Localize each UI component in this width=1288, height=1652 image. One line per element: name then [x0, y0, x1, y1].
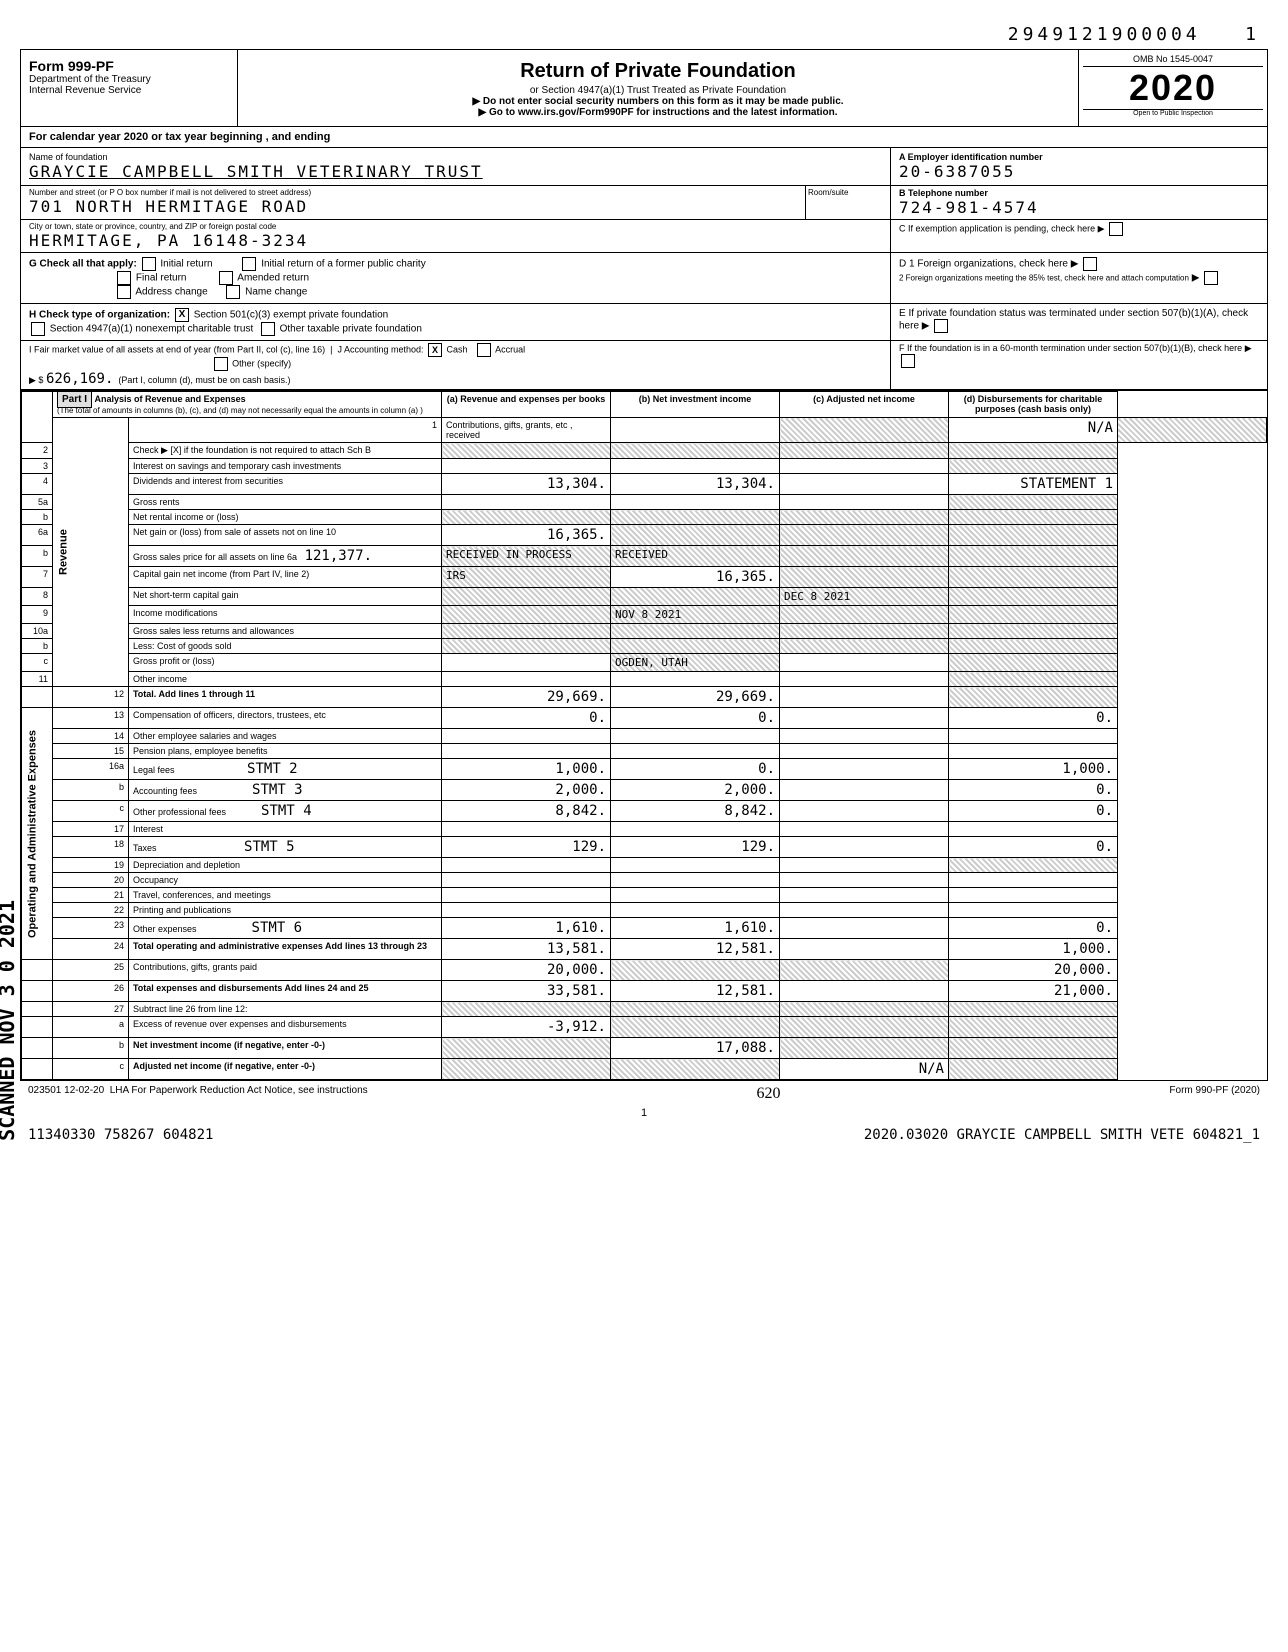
- name-label: Name of foundation: [29, 152, 882, 162]
- foundation-name: GRAYCIE CAMPBELL SMITH VETERINARY TRUST: [29, 162, 882, 181]
- line-7: 7Capital gain net income (from Part IV, …: [22, 567, 1267, 588]
- footer-right-code: 2020.03020 GRAYCIE CAMPBELL SMITH VETE 6…: [864, 1127, 1260, 1143]
- line-21: 21Travel, conferences, and meetings: [22, 888, 1267, 903]
- h-501c3[interactable]: X: [175, 308, 189, 322]
- line-8: 8Net short-term capital gainDEC 8 2021: [22, 588, 1267, 606]
- page-number: 1: [20, 1107, 1268, 1119]
- room-suite: Room/suite: [805, 186, 890, 219]
- part1-table: Part I Analysis of Revenue and Expenses …: [21, 391, 1267, 1080]
- line-20: 20Occupancy: [22, 873, 1267, 888]
- g-final-return[interactable]: [117, 271, 131, 285]
- city-state-zip: HERMITAGE, PA 16148-3234: [29, 231, 882, 250]
- e-checkbox[interactable]: [934, 319, 948, 333]
- c-checkbox[interactable]: [1109, 222, 1123, 236]
- line-10c: cGross profit or (loss)OGDEN, UTAH: [22, 654, 1267, 672]
- c-label: C If exemption application is pending, c…: [899, 223, 1095, 233]
- h-other[interactable]: [261, 322, 275, 336]
- g-initial-former[interactable]: [242, 257, 256, 271]
- street-address: 701 NORTH HERMITAGE ROAD: [29, 197, 797, 216]
- f-label: F If the foundation is in a 60-month ter…: [899, 343, 1242, 353]
- form-990pf: Form 999-PF Department of the Treasury I…: [20, 49, 1268, 1081]
- line-10a: 10aGross sales less returns and allowanc…: [22, 624, 1267, 639]
- footer-left-code: 11340330 758267 604821: [28, 1127, 213, 1143]
- line-12: 12Total. Add lines 1 through 1129,669.29…: [22, 687, 1267, 708]
- g-name-change[interactable]: [226, 285, 240, 299]
- g-amended[interactable]: [219, 271, 233, 285]
- line-5a: 5aGross rents: [22, 495, 1267, 510]
- line-19: 19Depreciation and depletion: [22, 858, 1267, 873]
- line-18: 18Taxes STMT 5129.129.0.: [22, 837, 1267, 858]
- form-title: Return of Private Foundation: [246, 60, 1070, 83]
- line-27: 27Subtract line 26 from line 12:: [22, 1002, 1267, 1017]
- line-14: 14Other employee salaries and wages: [22, 729, 1267, 744]
- j-other[interactable]: [214, 357, 228, 371]
- j-cash[interactable]: X: [428, 343, 442, 357]
- line-23: 23Other expenses STMT 61,610.1,610.0.: [22, 918, 1267, 939]
- line-3: 3Interest on savings and temporary cash …: [22, 459, 1267, 474]
- line-16c: cOther professional fees STMT 48,842.8,8…: [22, 801, 1267, 822]
- ein-label: A Employer identification number: [899, 152, 1259, 162]
- line-27a: aExcess of revenue over expenses and dis…: [22, 1017, 1267, 1038]
- line-9: 9Income modificationsNOV 8 2021: [22, 606, 1267, 624]
- line-24: 24Total operating and administrative exp…: [22, 939, 1267, 960]
- line-25: 25Contributions, gifts, grants paid20,00…: [22, 960, 1267, 981]
- line-5b: bNet rental income or (loss): [22, 510, 1267, 525]
- j-accrual[interactable]: [477, 343, 491, 357]
- line-16a: 16aLegal fees STMT 21,000.0.1,000.: [22, 759, 1267, 780]
- line-11: 11Other income: [22, 672, 1267, 687]
- header-form-box: Form 999-PF Department of the Treasury I…: [21, 50, 238, 126]
- line-13: Operating and Administrative Expenses13C…: [22, 708, 1267, 729]
- form-ref: Form 990-PF (2020): [1169, 1085, 1260, 1103]
- col-a-header: (a) Revenue and expenses per books: [442, 392, 611, 418]
- f-checkbox[interactable]: [901, 354, 915, 368]
- line-22: 22Printing and publications: [22, 903, 1267, 918]
- ein-value: 20-6387055: [899, 162, 1259, 181]
- header-title-box: Return of Private Foundation or Section …: [238, 50, 1078, 126]
- fmv-value: 626,169.: [46, 371, 113, 387]
- line-27b: bNet investment income (if negative, ent…: [22, 1038, 1267, 1059]
- line-2: 2Check ▶ [X] if the foundation is not re…: [22, 443, 1267, 459]
- col-c-header: (c) Adjusted net income: [780, 392, 949, 418]
- page-seq: 1: [1245, 24, 1260, 45]
- handwritten-note: 620: [757, 1085, 781, 1103]
- d2-checkbox[interactable]: [1204, 271, 1218, 285]
- line-10b: bLess: Cost of goods sold: [22, 639, 1267, 654]
- d1-checkbox[interactable]: [1083, 257, 1097, 271]
- col-d-header: (d) Disbursements for charitable purpose…: [949, 392, 1118, 418]
- line-1: Revenue1Contributions, gifts, grants, et…: [22, 418, 1267, 443]
- dln-number: 2949121900004: [1008, 24, 1201, 45]
- footer-row2: 11340330 758267 604821 2020.03020 GRAYCI…: [20, 1119, 1268, 1151]
- h-4947[interactable]: [31, 322, 45, 336]
- line-6a: 6aNet gain or (loss) from sale of assets…: [22, 525, 1267, 546]
- line-16b: bAccounting fees STMT 32,000.2,000.0.: [22, 780, 1267, 801]
- line-15: 15Pension plans, employee benefits: [22, 744, 1267, 759]
- header-year-box: OMB No 1545-0047 2020 Open to Public Ins…: [1078, 50, 1267, 126]
- line-6b: bGross sales price for all assets on lin…: [22, 546, 1267, 567]
- phone-value: 724-981-4574: [899, 198, 1259, 217]
- e-label: E If private foundation status was termi…: [899, 308, 1248, 332]
- g-address-change[interactable]: [117, 285, 131, 299]
- g-initial-return[interactable]: [142, 257, 156, 271]
- col-b-header: (b) Net investment income: [611, 392, 780, 418]
- calendar-year-row: For calendar year 2020 or tax year begin…: [21, 127, 1267, 148]
- line-27c: cAdjusted net income (if negative, enter…: [22, 1059, 1267, 1080]
- line-26: 26Total expenses and disbursements Add l…: [22, 981, 1267, 1002]
- line-4: 4Dividends and interest from securities1…: [22, 474, 1267, 495]
- scanned-stamp: SCANNED NOV 3 0 2021: [0, 900, 19, 1141]
- line-17: 17Interest: [22, 822, 1267, 837]
- top-bar: 2949121900004 1: [20, 20, 1268, 49]
- footer-row1: 023501 12-02-20 LHA For Paperwork Reduct…: [20, 1081, 1268, 1107]
